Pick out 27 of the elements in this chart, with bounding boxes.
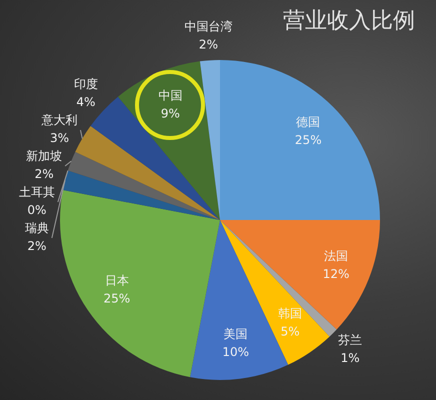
slice-label: 法国 bbox=[324, 249, 348, 264]
slice-label: 中国台湾 bbox=[184, 19, 232, 34]
data-label: 12% bbox=[322, 267, 350, 282]
slice-label: 德国 bbox=[296, 114, 320, 129]
data-label: 5% bbox=[280, 324, 300, 338]
slice-label: 芬兰 bbox=[338, 333, 362, 348]
data-label: 1% bbox=[340, 351, 360, 366]
slice-label: 意大利 bbox=[40, 113, 78, 128]
data-label: 2% bbox=[34, 167, 54, 182]
slice-label: 瑞典 bbox=[24, 221, 49, 236]
slice-label: 韩国 bbox=[278, 306, 302, 320]
slice-label: 日本 bbox=[104, 273, 129, 288]
slice-label: 美国 bbox=[224, 326, 248, 341]
data-label: 2% bbox=[27, 239, 46, 254]
data-label: 3% bbox=[50, 131, 70, 146]
category-label: 土耳其 bbox=[18, 185, 55, 200]
data-label: 4% bbox=[76, 95, 96, 110]
data-label: 25% bbox=[103, 291, 130, 306]
slice-label: 印度 bbox=[74, 77, 98, 92]
slice-label: 中国 bbox=[158, 88, 182, 103]
slice-label: 新加坡 bbox=[26, 149, 62, 164]
data-label: 25% bbox=[294, 132, 322, 147]
text: 0% bbox=[27, 203, 46, 218]
data-label: 10% bbox=[222, 344, 249, 359]
data-label: 9% bbox=[160, 106, 180, 121]
chart-title: 营业收入比例 bbox=[283, 8, 415, 34]
data-label: 2% bbox=[198, 37, 218, 52]
